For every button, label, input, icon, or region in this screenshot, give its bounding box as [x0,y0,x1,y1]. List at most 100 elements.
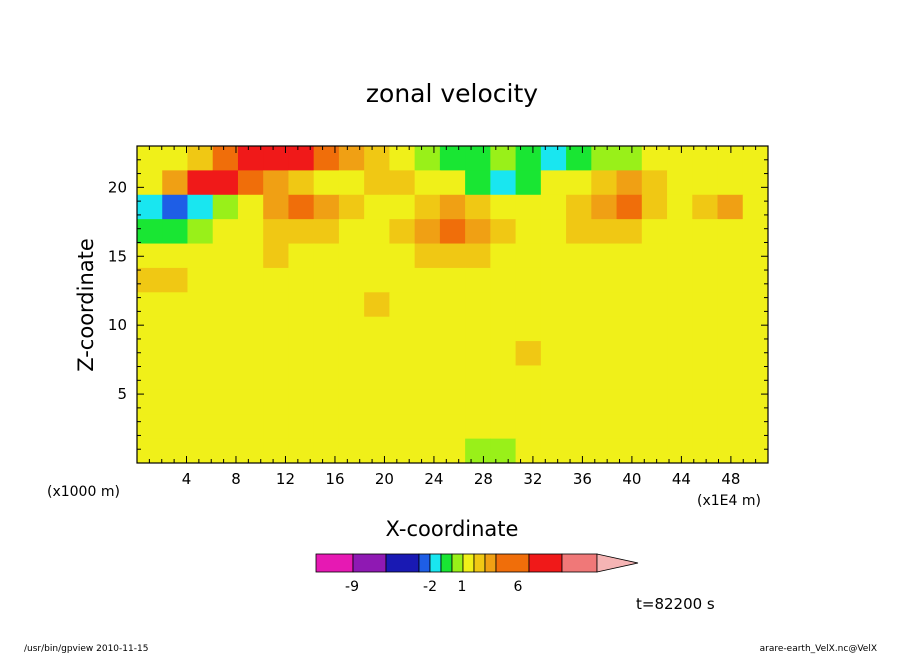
field-cell [667,194,693,220]
field-cell [162,170,189,196]
field-cell [742,438,768,463]
field-cell [566,194,592,220]
x-tick-label: 32 [523,470,542,488]
field-cell [465,316,491,342]
field-cell [717,414,744,440]
field-cell [641,316,668,342]
x-tick-label: 44 [672,470,691,488]
field-cell [717,365,744,391]
x-tick-label: 8 [231,470,241,488]
field-cell [237,414,264,440]
x-tick-label: 48 [721,470,740,488]
y-axis: 5 10 15 20 [108,159,768,450]
field-cell [692,341,719,367]
field-cell [212,146,239,171]
field-cell [515,146,542,171]
field-cell [616,170,643,196]
field-cell [540,146,567,171]
field-cell [212,365,239,391]
field-cell [364,146,390,171]
field-cell [288,146,315,171]
field-cell [692,219,719,245]
field-cell [641,267,668,293]
field-cell [566,316,592,342]
field-cell [465,170,491,196]
field-cell [591,243,618,269]
field-cell [288,243,315,269]
field-cell [187,267,214,293]
field-cell [212,438,239,463]
field-cell [389,267,416,293]
field-cell [237,389,264,415]
field-cell [591,365,618,391]
field-cell [692,438,719,463]
field-cell [187,170,214,196]
field-cell [263,243,290,269]
field-cell [515,267,542,293]
x-tick-label: 16 [325,470,344,488]
field-cell [364,194,390,220]
field-cell [162,146,189,171]
field-cell [187,414,214,440]
field-cell [389,414,416,440]
field-cell [465,194,491,220]
field-cell [288,365,315,391]
field-cell [515,194,542,220]
x-axis-label: X-coordinate [386,517,519,541]
field-cell [313,341,340,367]
field-cell [540,292,567,318]
field-cell [162,341,189,367]
field-cell [414,243,441,269]
field-cell [389,292,416,318]
field-cell [389,438,416,463]
field-cell [717,316,744,342]
field-cell [465,414,491,440]
field-cell [364,292,390,318]
field-cell [667,243,693,269]
x-tick-label: 20 [375,470,394,488]
field-cell [414,267,441,293]
field-cell [667,389,693,415]
field-cell [364,365,390,391]
field-cell [742,194,768,220]
field-cell [667,267,693,293]
field-cell [439,341,466,367]
field-cell [667,316,693,342]
field-cell [692,146,719,171]
field-cell [364,316,390,342]
field-cell [439,438,466,463]
field-cell [465,438,491,463]
x-tick-label: 4 [182,470,192,488]
field-cell [465,243,491,269]
field-cell [490,243,517,269]
field-cell [263,341,290,367]
field-cell [137,170,163,196]
field-cell [288,194,315,220]
colorbar-swatch [429,553,442,573]
field-cell [465,292,491,318]
field-cell [641,219,668,245]
field-cell [540,194,567,220]
field-cell [237,365,264,391]
field-cell [414,365,441,391]
field-cell [364,267,390,293]
y-tick-label: 10 [108,316,127,334]
field-cell [566,341,592,367]
field-cell [616,146,643,171]
field-cell [237,292,264,318]
field-cell [616,389,643,415]
field-cell [212,389,239,415]
field-cell [616,194,643,220]
field-cell [313,389,340,415]
field-cell [742,365,768,391]
field-cell [692,316,719,342]
field-cell [414,389,441,415]
field-cell [162,316,189,342]
colorbar-swatch [528,553,563,573]
field-cell [313,438,340,463]
field-cell [313,316,340,342]
field-cell [490,414,517,440]
field-cell [212,243,239,269]
field-cell [137,414,163,440]
